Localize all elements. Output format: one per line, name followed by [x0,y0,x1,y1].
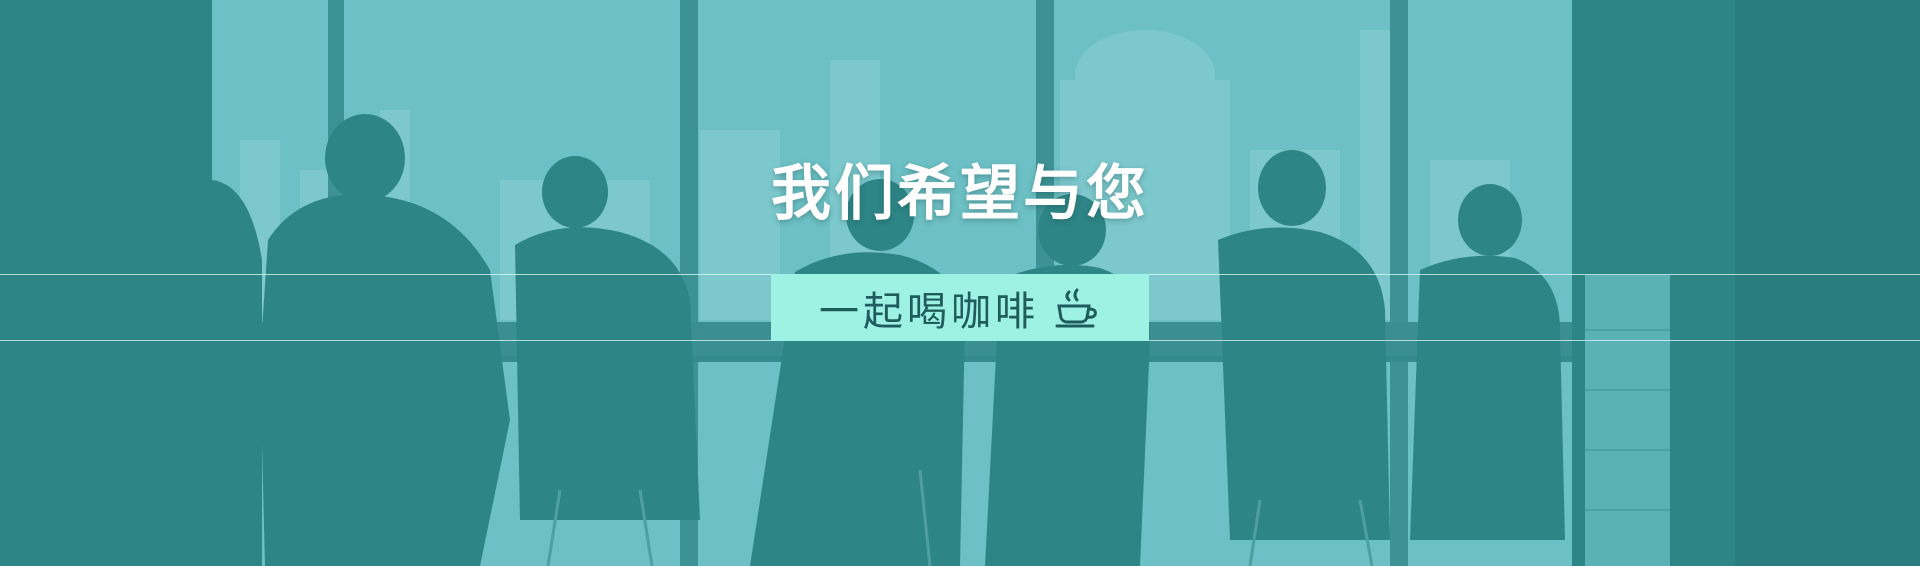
subline-badge: 一起喝咖啡 [771,274,1149,341]
subline-text: 一起喝咖啡 [819,288,1039,335]
coffee-cup-icon [1055,288,1097,327]
banner-headline: 我们希望与您 [771,159,1149,229]
